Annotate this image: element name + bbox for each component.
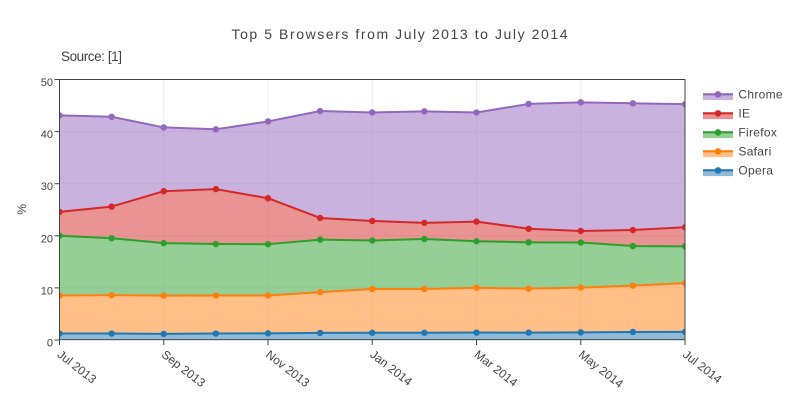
svg-text:10: 10: [41, 285, 53, 297]
svg-text:50: 50: [41, 77, 53, 89]
svg-text:Opera: Opera: [738, 163, 773, 177]
svg-text:20: 20: [41, 233, 53, 245]
svg-text:Top 5 Browsers from July 2013: Top 5 Browsers from July 2013 to July 20…: [232, 26, 568, 42]
svg-text:Firefox: Firefox: [738, 125, 777, 139]
svg-text:0: 0: [47, 338, 53, 350]
svg-text:Safari: Safari: [738, 144, 771, 158]
svg-text:40: 40: [41, 129, 53, 141]
svg-text:%: %: [15, 204, 29, 215]
svg-text:IE: IE: [738, 106, 750, 120]
svg-text:Chrome: Chrome: [738, 87, 783, 101]
svg-text:30: 30: [41, 181, 53, 193]
svg-text:Source: [1]: Source: [1]: [61, 49, 122, 64]
